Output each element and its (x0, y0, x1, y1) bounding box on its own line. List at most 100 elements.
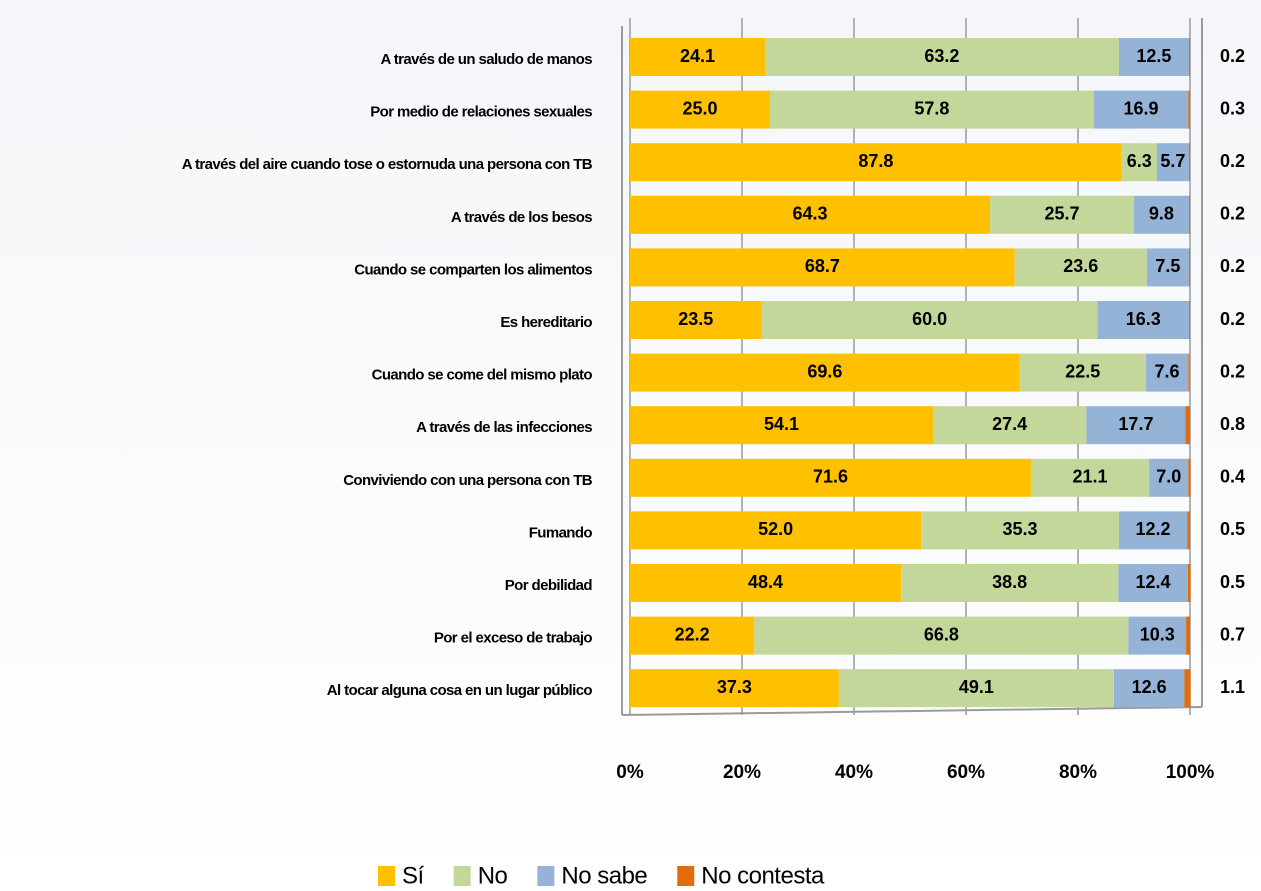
category-label: Por debilidad (505, 577, 593, 594)
data-label: 7.6 (1155, 361, 1180, 381)
data-label: 68.7 (805, 256, 840, 276)
data-label: 63.2 (924, 46, 959, 66)
bar-segment (1184, 669, 1191, 708)
bar-segment (1086, 406, 1186, 445)
legend-label: No sabe (561, 862, 647, 889)
data-label: 35.3 (1003, 519, 1038, 539)
data-label: 71.6 (813, 467, 848, 487)
bar-segment (1030, 458, 1150, 497)
category-label: Por medio de relaciones sexuales (370, 104, 592, 121)
legend-label: No contesta (701, 862, 825, 889)
data-label: 12.5 (1136, 46, 1171, 66)
data-label: 7.5 (1155, 256, 1180, 276)
bar-segment (754, 616, 1129, 655)
bar-segment (1188, 38, 1190, 76)
data-label: 69.6 (807, 361, 842, 381)
bar-segment (630, 248, 1015, 287)
data-label: 60.0 (912, 309, 947, 329)
data-label: 21.1 (1073, 467, 1108, 487)
data-label: 64.3 (793, 204, 828, 224)
data-label: 22.2 (675, 624, 710, 644)
category-label: Al tocar alguna cosa en un lugar público (327, 682, 593, 699)
data-label: 25.0 (682, 98, 717, 118)
x-tick-label: 80% (1059, 762, 1097, 783)
bar-segment (630, 406, 933, 445)
bar-segment (1185, 406, 1190, 445)
bar-segment (630, 669, 839, 708)
axis-line (621, 706, 1203, 716)
bar-segment (901, 564, 1119, 602)
bar-segment (1097, 301, 1189, 339)
data-label: 24.1 (680, 46, 715, 66)
data-label: 0.4 (1220, 467, 1245, 487)
bar-segment (1187, 564, 1191, 602)
bar-segment (630, 38, 765, 76)
data-label: 12.2 (1136, 519, 1171, 539)
legend-label: No (478, 862, 508, 889)
bar-segment (630, 90, 770, 129)
bar-segment (630, 511, 922, 550)
data-label: 7.0 (1156, 467, 1181, 487)
data-label: 9.8 (1149, 204, 1174, 224)
category-label: A través de las infecciones (416, 419, 592, 436)
bar-segment (1019, 353, 1146, 392)
bar-segment (630, 616, 755, 655)
category-label: Conviviendo con una persona con TB (343, 472, 593, 489)
data-label: 17.7 (1118, 414, 1153, 434)
category-label: Por el exceso de trabajo (434, 630, 593, 647)
x-tick-label: 0% (616, 762, 644, 783)
x-tick-label: 20% (723, 762, 761, 783)
data-label: 0.2 (1220, 204, 1245, 224)
legend-swatch (453, 866, 471, 886)
category-label: Cuando se come del mismo plato (372, 367, 593, 384)
data-label: 23.6 (1063, 256, 1098, 276)
category-label: A través del aire cuando tose o estornud… (182, 156, 593, 173)
bar-segment (1186, 616, 1190, 655)
data-label: 0.5 (1220, 519, 1245, 539)
bar-segment (1188, 90, 1190, 129)
data-label: 66.8 (924, 624, 959, 644)
bar-segment (1014, 248, 1147, 287)
x-tick-label: 60% (947, 762, 985, 783)
legend-label: Sí (402, 862, 425, 889)
data-label: 1.1 (1220, 677, 1245, 697)
data-label: 16.3 (1126, 309, 1161, 329)
bar-segment (990, 195, 1134, 234)
data-label: 6.3 (1127, 151, 1152, 171)
bar-segment (630, 458, 1031, 497)
bar-segment (630, 353, 1020, 392)
bar-segment (1188, 353, 1190, 392)
data-label: 0.3 (1220, 98, 1245, 118)
bar-segment (630, 301, 762, 339)
bar-segment (1121, 143, 1157, 182)
bar-segment (770, 90, 1094, 129)
data-label: 87.8 (858, 151, 893, 171)
data-label: 52.0 (758, 519, 793, 539)
bar-segment (761, 301, 1098, 339)
legend-swatch (537, 866, 555, 886)
bar-segment (1188, 301, 1190, 339)
data-label: 0.5 (1220, 572, 1245, 592)
bar-segment (1146, 248, 1189, 287)
bar-segment (1128, 616, 1187, 655)
bar-segment (1149, 458, 1189, 497)
bar-segment (1093, 90, 1189, 129)
data-label: 48.4 (748, 572, 783, 592)
bar-segment (1118, 38, 1189, 76)
bar-segment (1134, 195, 1189, 234)
bar-segment (630, 195, 991, 234)
data-label: 38.8 (992, 572, 1027, 592)
data-label: 23.5 (678, 309, 713, 329)
data-label: 0.2 (1220, 151, 1245, 171)
category-label: Cuando se comparten los alimentos (354, 261, 592, 278)
bar-segment (1118, 511, 1188, 550)
category-label: A través de un saludo de manos (380, 51, 592, 68)
data-label: 12.6 (1132, 677, 1167, 697)
bar-segment (1188, 143, 1190, 182)
bar-segment (1113, 669, 1185, 708)
data-label: 22.5 (1065, 361, 1100, 381)
category-label: Es hereditario (500, 314, 592, 331)
bar-segment (1187, 511, 1190, 550)
category-label: A través de los besos (451, 209, 592, 226)
category-label: Fumando (529, 524, 593, 541)
